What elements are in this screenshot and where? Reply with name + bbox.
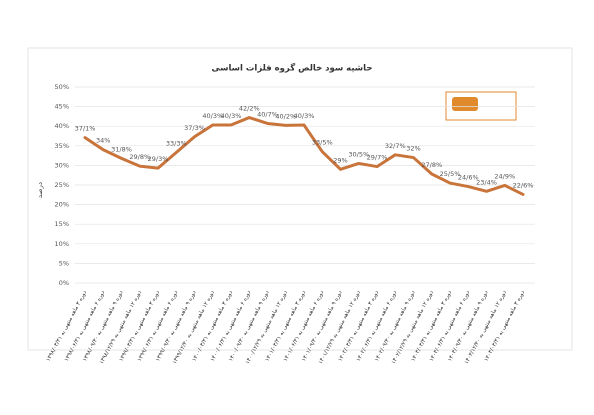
- data-label: 27/8%: [421, 161, 442, 169]
- data-label: 37/1%: [75, 125, 96, 133]
- logo: [445, 91, 517, 121]
- y-tick-label: 25%: [55, 181, 69, 189]
- data-label: 33/3%: [166, 139, 187, 147]
- y-tick-label: 15%: [55, 220, 69, 228]
- y-tick-label: 10%: [55, 240, 69, 248]
- y-tick-label: 50%: [55, 83, 69, 91]
- data-label: 25/5%: [440, 170, 461, 178]
- y-tick-label: 35%: [55, 142, 69, 150]
- data-label: 29/3%: [148, 155, 169, 163]
- data-label: 29%: [333, 156, 347, 164]
- data-label: 22/6%: [513, 181, 534, 189]
- y-tick-label: 45%: [55, 103, 69, 111]
- data-label: 40/3%: [294, 112, 315, 120]
- y-tick-label: 5%: [59, 259, 69, 267]
- logo-mark: [452, 97, 478, 111]
- data-label: 40/7%: [257, 110, 278, 118]
- data-label: 32%: [406, 145, 420, 153]
- y-tick-label: 30%: [55, 161, 69, 169]
- data-label: 40/3%: [202, 112, 223, 120]
- data-label: 29/8%: [129, 153, 150, 161]
- data-line: [83, 116, 525, 196]
- y-tick-label: 20%: [55, 201, 69, 209]
- data-label: 34%: [96, 137, 110, 145]
- data-label: 23/4%: [476, 178, 497, 186]
- chart-title: حاشیه سود خالص گروه فلزات اساسی: [212, 63, 373, 74]
- data-label: 33/5%: [312, 139, 333, 147]
- y-tick-label: 0%: [59, 279, 69, 287]
- data-label: 29/7%: [367, 154, 388, 162]
- data-label: 32/7%: [385, 142, 406, 150]
- data-label: 30/5%: [348, 150, 369, 158]
- data-label: 37/3%: [184, 124, 205, 132]
- y-axis-label: درصد: [36, 182, 44, 198]
- data-label: 24/9%: [494, 172, 515, 180]
- data-label: 31/8%: [111, 145, 132, 153]
- data-label: 24/6%: [458, 174, 479, 182]
- data-label: 40/3%: [221, 112, 242, 120]
- y-tick-label: 40%: [55, 122, 69, 130]
- data-label: 40/2%: [275, 112, 296, 120]
- data-label: 42/2%: [239, 105, 260, 113]
